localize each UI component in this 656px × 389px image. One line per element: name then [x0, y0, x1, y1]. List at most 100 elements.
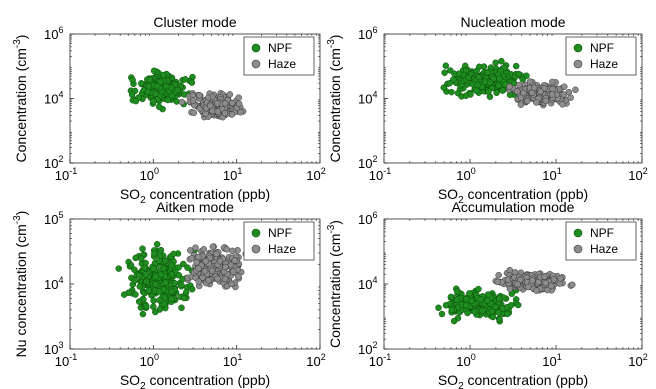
- x-tick-label: 10-1: [55, 166, 77, 183]
- data-point-npf: [152, 308, 159, 316]
- data-point-haze: [201, 267, 209, 275]
- legend-marker-haze: [251, 244, 261, 254]
- data-point-npf: [519, 76, 527, 83]
- legend-marker-npf: [573, 228, 583, 238]
- data-point-haze: [195, 265, 202, 272]
- data-point-haze: [187, 247, 194, 254]
- data-point-haze: [542, 279, 549, 287]
- data-point-npf: [139, 310, 147, 318]
- data-point-haze: [567, 94, 574, 101]
- data-point-haze: [237, 108, 244, 116]
- x-axis-label: SO2 concentration (ppb): [120, 186, 270, 206]
- data-point-npf: [178, 281, 185, 289]
- data-point-npf: [468, 297, 475, 305]
- y-tick-label: 104: [358, 275, 377, 292]
- x-tick-label: 10-1: [369, 166, 391, 183]
- data-point-haze: [561, 83, 568, 90]
- data-point-npf: [448, 306, 456, 313]
- data-point-npf: [127, 262, 135, 269]
- data-point-npf: [162, 279, 169, 286]
- y-tick-label: 106: [358, 25, 377, 42]
- data-point-npf: [448, 88, 455, 96]
- x-tick-label: 102: [306, 166, 325, 183]
- data-point-npf: [150, 297, 157, 304]
- data-point-npf: [150, 98, 157, 105]
- data-point-npf: [480, 63, 488, 70]
- y-axis-label: Concentration (cm-3): [326, 220, 343, 348]
- data-point-haze: [557, 275, 564, 282]
- data-point-npf: [440, 84, 448, 91]
- y-tick-label: 104: [44, 90, 63, 107]
- x-tick-label: 100: [456, 352, 475, 369]
- data-point-haze: [541, 273, 548, 281]
- data-point-npf: [182, 76, 189, 83]
- data-point-npf: [156, 296, 163, 304]
- legend-marker-npf: [251, 43, 261, 53]
- data-point-npf: [465, 74, 472, 82]
- data-point-npf: [184, 264, 191, 271]
- y-tick-label: 103: [44, 340, 63, 357]
- data-point-npf: [178, 304, 185, 312]
- data-point-haze: [228, 111, 236, 118]
- legend-marker-haze: [573, 244, 583, 254]
- data-point-npf: [515, 70, 522, 78]
- data-point-haze: [235, 273, 242, 280]
- y-axis-label: Concentration (cm-3): [12, 35, 29, 163]
- data-point-npf: [159, 71, 167, 79]
- legend-label-haze: Haze: [268, 242, 296, 256]
- y-tick-label: 105: [44, 210, 63, 227]
- data-point-npf: [489, 313, 497, 321]
- data-point-haze: [226, 91, 234, 98]
- data-point-npf: [182, 289, 190, 296]
- y-tick-label: 102: [44, 154, 63, 171]
- data-point-haze: [231, 257, 239, 264]
- data-point-npf: [161, 294, 169, 301]
- y-tick-label: 104: [358, 90, 377, 107]
- data-point-npf: [135, 298, 143, 305]
- data-point-haze: [514, 280, 521, 288]
- data-point-npf: [168, 261, 175, 269]
- data-point-haze: [213, 250, 220, 258]
- data-point-haze: [569, 281, 576, 289]
- data-point-npf: [462, 302, 470, 309]
- data-point-haze: [223, 246, 231, 253]
- x-tick-label: 102: [628, 166, 647, 183]
- data-point-haze: [523, 97, 531, 105]
- data-point-npf: [152, 90, 159, 97]
- data-point-haze: [213, 100, 221, 107]
- data-point-npf: [152, 281, 159, 288]
- data-point-haze: [529, 277, 536, 284]
- data-point-haze: [192, 244, 199, 251]
- y-tick-label: 102: [358, 154, 377, 171]
- x-tick-label: 101: [542, 166, 561, 183]
- data-point-haze: [195, 278, 203, 285]
- data-point-haze: [228, 280, 235, 288]
- x-axis-label: SO2 concentration (ppb): [120, 372, 270, 389]
- data-point-npf: [446, 79, 453, 87]
- data-point-npf: [143, 278, 150, 285]
- data-point-npf: [455, 70, 463, 77]
- data-point-npf: [145, 83, 153, 90]
- data-point-haze: [537, 88, 544, 95]
- data-point-npf: [150, 265, 157, 272]
- data-point-npf: [481, 78, 489, 85]
- x-tick-label: 101: [223, 352, 242, 369]
- x-tick-label: 102: [306, 352, 325, 369]
- data-point-npf: [454, 89, 462, 97]
- panel-2: 10-1 100 101 102 102 104 106 Nucleation mode SO2…: [326, 14, 648, 206]
- data-point-npf: [155, 103, 163, 110]
- data-point-npf: [507, 302, 515, 309]
- data-point-npf: [136, 272, 143, 279]
- legend: NPF Haze: [565, 36, 637, 76]
- panel-1: 10-1 100 101 102 102 104 106 Cluster mode SO2 co…: [12, 14, 326, 206]
- legend-label-haze: Haze: [268, 57, 296, 71]
- data-point-npf: [488, 307, 496, 315]
- data-point-npf: [464, 309, 471, 317]
- legend-marker-haze: [251, 59, 261, 69]
- data-point-npf: [484, 291, 492, 298]
- data-point-npf: [180, 260, 187, 268]
- legend-label-npf: NPF: [590, 41, 614, 55]
- data-point-haze: [506, 83, 513, 91]
- data-point-npf: [142, 271, 150, 278]
- scatter-points: [127, 67, 247, 121]
